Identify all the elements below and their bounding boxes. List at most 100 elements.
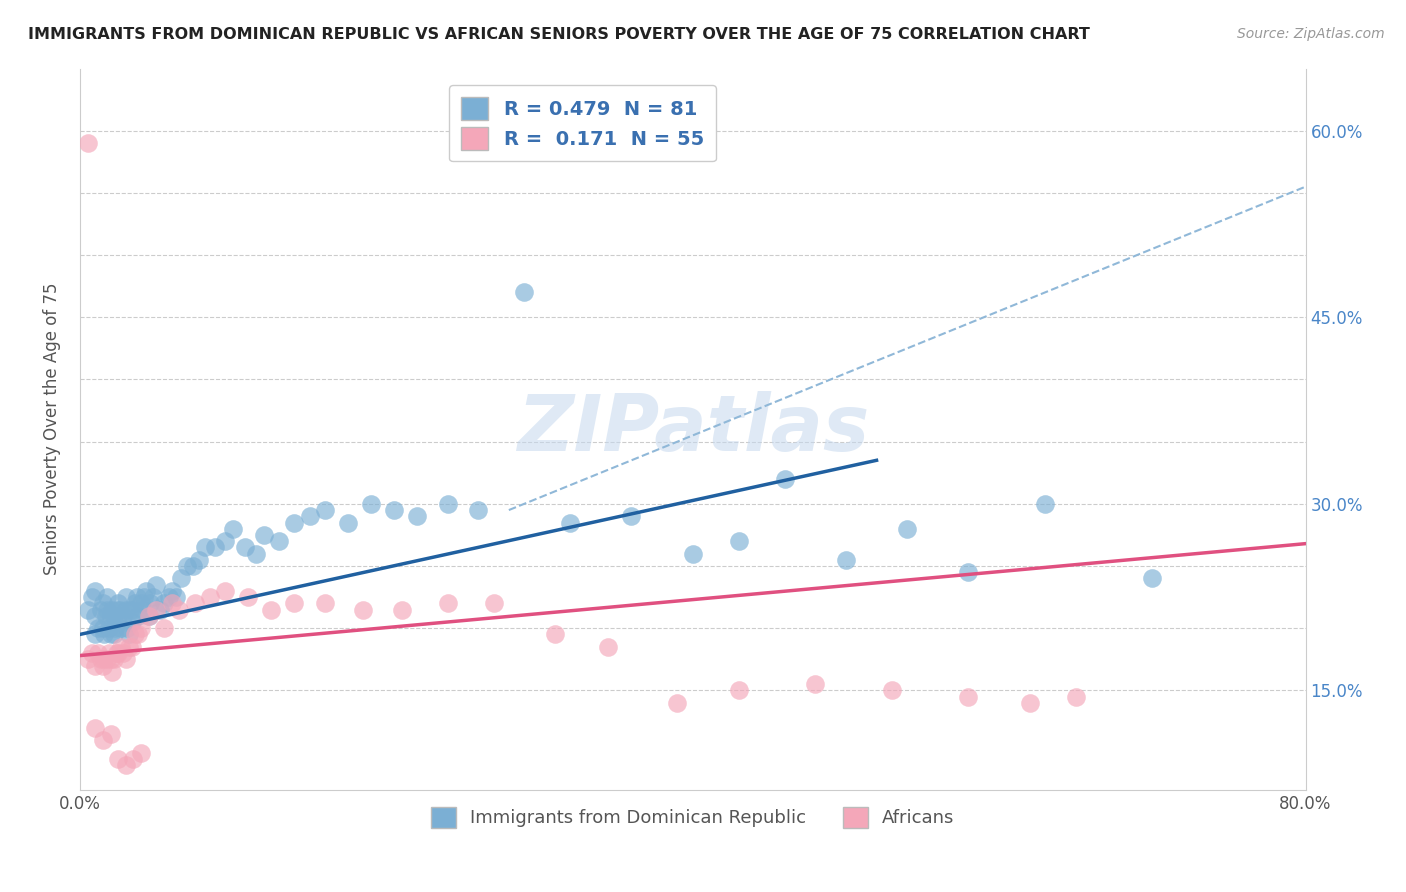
Point	[118, 627, 141, 641]
Point	[84, 627, 107, 641]
Point	[194, 541, 217, 555]
Point	[391, 602, 413, 616]
Point	[90, 602, 112, 616]
Point	[436, 497, 458, 511]
Point	[222, 522, 245, 536]
Point	[835, 553, 858, 567]
Point	[957, 690, 980, 704]
Point	[314, 503, 336, 517]
Point	[153, 596, 176, 610]
Point	[84, 608, 107, 623]
Point	[122, 602, 145, 616]
Point	[513, 285, 536, 300]
Point	[107, 646, 129, 660]
Point	[198, 590, 221, 604]
Point	[87, 621, 110, 635]
Point	[105, 602, 128, 616]
Point	[267, 534, 290, 549]
Point	[1064, 690, 1087, 704]
Text: Source: ZipAtlas.com: Source: ZipAtlas.com	[1237, 27, 1385, 41]
Point	[105, 646, 128, 660]
Point	[129, 596, 152, 610]
Point	[93, 652, 115, 666]
Point	[103, 608, 125, 623]
Point	[204, 541, 226, 555]
Point	[94, 608, 117, 623]
Point	[114, 758, 136, 772]
Point	[118, 640, 141, 654]
Point	[124, 596, 146, 610]
Point	[1142, 572, 1164, 586]
Point	[176, 559, 198, 574]
Point	[114, 602, 136, 616]
Point	[260, 602, 283, 616]
Point	[880, 683, 903, 698]
Point	[214, 583, 236, 598]
Point	[138, 608, 160, 623]
Text: ZIPatlas: ZIPatlas	[516, 392, 869, 467]
Legend: Immigrants from Dominican Republic, Africans: Immigrants from Dominican Republic, Afri…	[423, 800, 962, 835]
Point	[544, 627, 567, 641]
Point	[127, 627, 149, 641]
Point	[283, 596, 305, 610]
Point	[91, 621, 114, 635]
Point	[160, 596, 183, 610]
Point	[121, 615, 143, 629]
Point	[103, 627, 125, 641]
Point	[100, 608, 122, 623]
Point	[157, 590, 180, 604]
Point	[184, 596, 207, 610]
Point	[160, 583, 183, 598]
Point	[125, 590, 148, 604]
Point	[96, 590, 118, 604]
Point	[96, 652, 118, 666]
Point	[138, 608, 160, 623]
Point	[107, 608, 129, 623]
Point	[101, 665, 124, 679]
Point	[82, 590, 104, 604]
Point	[896, 522, 918, 536]
Point	[91, 733, 114, 747]
Point	[666, 696, 689, 710]
Point	[127, 608, 149, 623]
Point	[283, 516, 305, 530]
Point	[1033, 497, 1056, 511]
Point	[110, 640, 132, 654]
Point	[298, 509, 321, 524]
Point	[129, 621, 152, 635]
Point	[238, 590, 260, 604]
Point	[120, 602, 142, 616]
Point	[111, 608, 134, 623]
Point	[103, 652, 125, 666]
Point	[773, 472, 796, 486]
Point	[153, 621, 176, 635]
Point	[181, 559, 204, 574]
Point	[84, 658, 107, 673]
Point	[135, 583, 157, 598]
Point	[90, 652, 112, 666]
Point	[558, 516, 581, 530]
Point	[87, 646, 110, 660]
Point	[620, 509, 643, 524]
Point	[314, 596, 336, 610]
Point	[245, 547, 267, 561]
Point	[382, 503, 405, 517]
Point	[108, 602, 131, 616]
Text: IMMIGRANTS FROM DOMINICAN REPUBLIC VS AFRICAN SENIORS POVERTY OVER THE AGE OF 75: IMMIGRANTS FROM DOMINICAN REPUBLIC VS AF…	[28, 27, 1090, 42]
Point	[93, 627, 115, 641]
Point	[727, 534, 749, 549]
Point	[145, 602, 167, 616]
Point	[100, 627, 122, 641]
Point	[131, 602, 153, 616]
Point	[482, 596, 505, 610]
Point	[436, 596, 458, 610]
Point	[100, 727, 122, 741]
Point	[114, 590, 136, 604]
Point	[114, 652, 136, 666]
Point	[142, 590, 165, 604]
Point	[76, 136, 98, 150]
Point	[253, 528, 276, 542]
Point	[1018, 696, 1040, 710]
Point	[169, 602, 191, 616]
Point	[124, 627, 146, 641]
